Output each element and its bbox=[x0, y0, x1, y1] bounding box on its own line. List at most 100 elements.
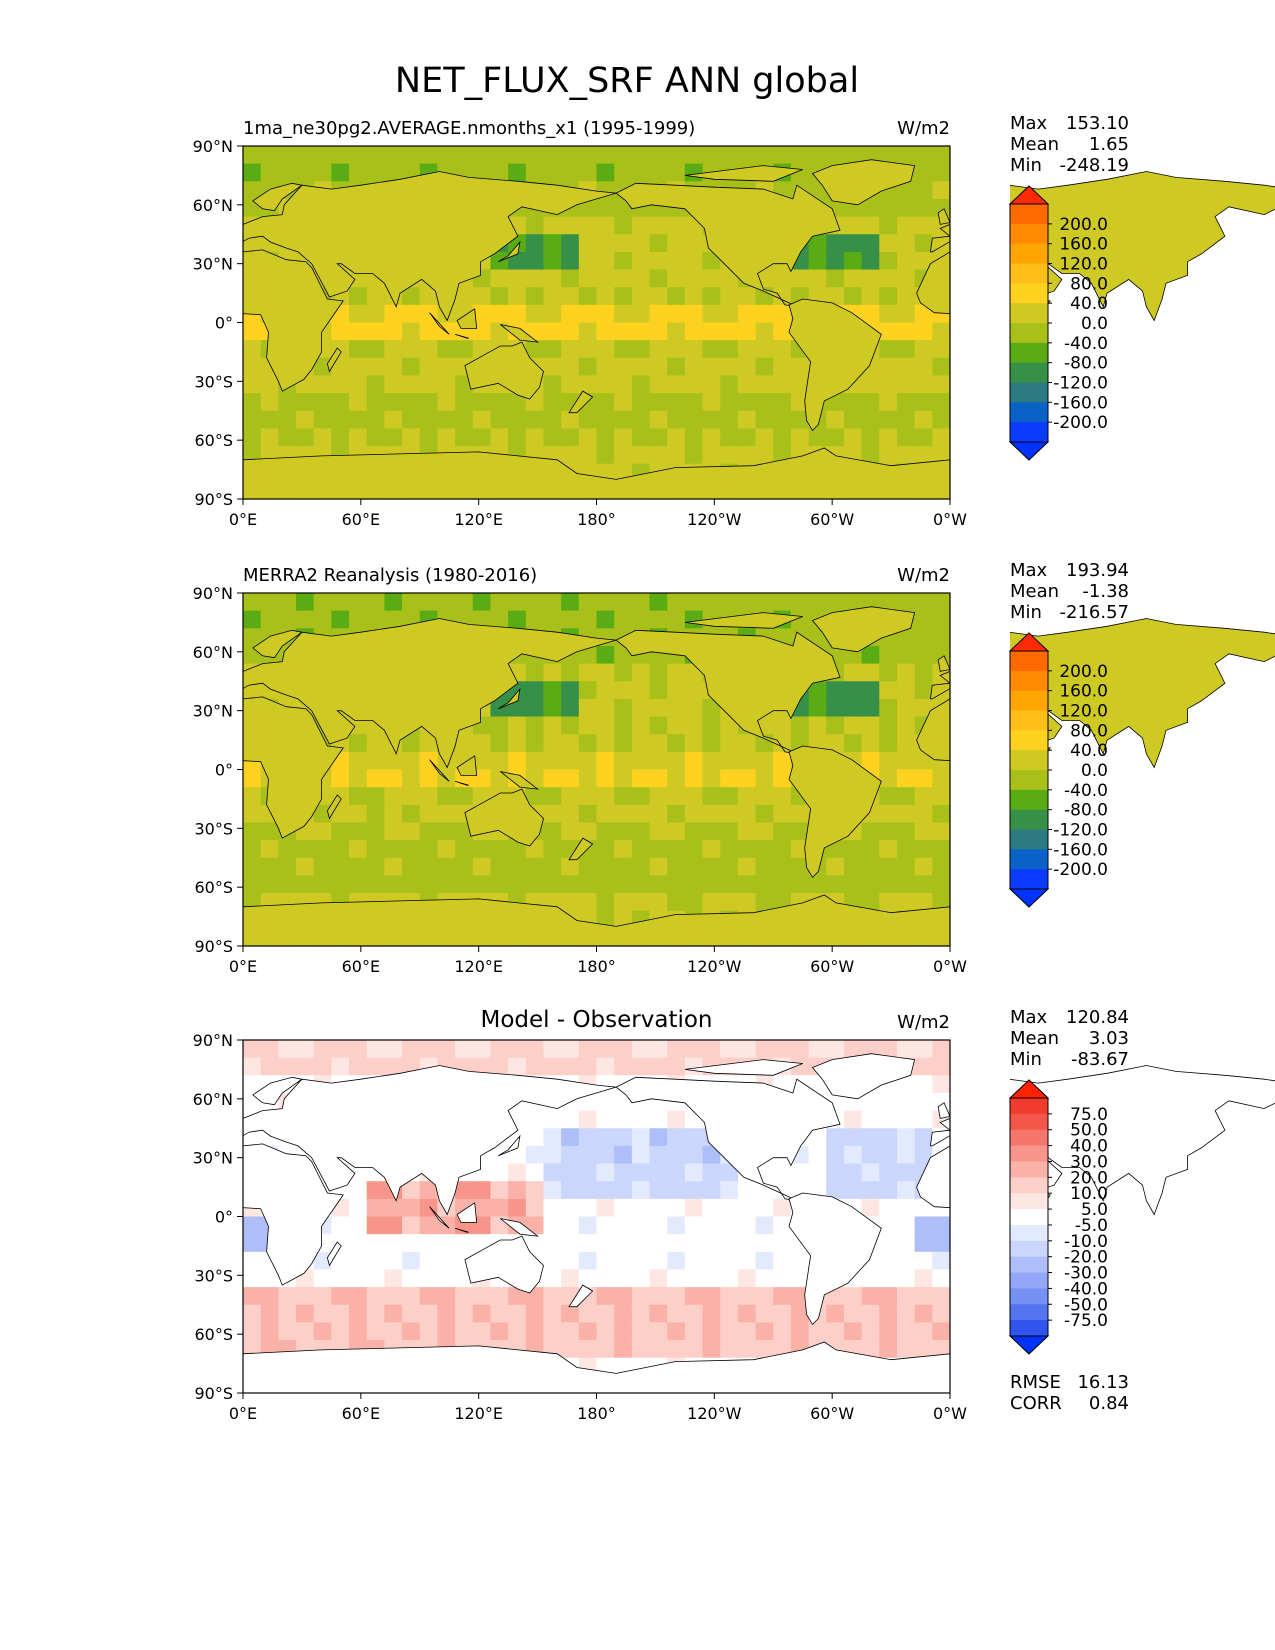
field-cell bbox=[896, 1110, 916, 1129]
field-cell bbox=[490, 593, 509, 612]
field-cell bbox=[843, 663, 863, 682]
field-cell bbox=[932, 857, 951, 876]
field-cell bbox=[649, 593, 668, 612]
field-cell bbox=[366, 1287, 385, 1306]
field-cell bbox=[649, 287, 668, 306]
field-cell bbox=[702, 1234, 721, 1253]
field-cell bbox=[702, 1145, 721, 1165]
field-cell bbox=[455, 410, 474, 429]
field-cell bbox=[578, 681, 598, 700]
field-cell bbox=[896, 1322, 916, 1341]
field-cell bbox=[578, 822, 598, 841]
field-cell bbox=[914, 1040, 933, 1059]
field-cell bbox=[649, 787, 668, 806]
y-tick-label: 30°N bbox=[193, 1149, 233, 1168]
colorbar-swatch bbox=[1010, 750, 1048, 771]
field-cell bbox=[614, 804, 633, 824]
field-cell bbox=[578, 787, 598, 806]
field-cell bbox=[720, 1304, 739, 1323]
field-cell bbox=[561, 410, 580, 429]
field-cell bbox=[578, 1304, 598, 1323]
field-cell bbox=[667, 716, 686, 735]
field-cell bbox=[896, 734, 916, 753]
land-mass bbox=[568, 1284, 594, 1308]
field-cell bbox=[614, 146, 633, 165]
field-cell bbox=[667, 787, 686, 806]
field-cell bbox=[631, 751, 651, 771]
land-mass bbox=[615, 1076, 841, 1202]
field-cell bbox=[596, 287, 615, 306]
field-cell bbox=[773, 287, 792, 306]
field-cell bbox=[737, 1216, 757, 1235]
field-cell bbox=[790, 1251, 810, 1271]
field-cell bbox=[243, 181, 262, 200]
field-cell bbox=[667, 1322, 686, 1341]
field-cell bbox=[861, 1181, 880, 1200]
field-cell bbox=[737, 146, 757, 165]
field-cell bbox=[313, 822, 332, 841]
field-cell bbox=[896, 1198, 916, 1218]
map-panel-3: 0°E 60°E 120°E 180° 120°W 60°W 0°W90°N60°N30°N… bbox=[183, 1007, 1275, 1423]
field-cell bbox=[737, 322, 757, 341]
field-cell bbox=[296, 428, 315, 447]
field-cell bbox=[349, 716, 368, 735]
field-cell bbox=[702, 446, 721, 465]
field-cell bbox=[455, 287, 474, 306]
field-cell bbox=[737, 1287, 757, 1306]
colorbar-swatch bbox=[1010, 402, 1048, 423]
units-label: W/m2 bbox=[897, 118, 950, 139]
field-cell bbox=[402, 1181, 421, 1200]
field-cell bbox=[649, 410, 668, 429]
field-cell bbox=[561, 1145, 580, 1165]
field-cell bbox=[508, 610, 527, 629]
colorbar-swatch bbox=[1010, 1209, 1048, 1226]
field-cell bbox=[667, 593, 686, 612]
field-cell bbox=[525, 681, 545, 700]
y-tick-label: 0° bbox=[215, 1208, 233, 1227]
field-cell bbox=[914, 628, 933, 647]
field-cell bbox=[684, 1234, 704, 1253]
field-cell bbox=[684, 610, 704, 629]
field-cell bbox=[879, 593, 898, 612]
field-cell bbox=[896, 681, 916, 700]
x-tick-label: 0°E bbox=[229, 957, 257, 976]
field-cell bbox=[896, 269, 916, 288]
field-cell bbox=[384, 1304, 403, 1323]
land-mass bbox=[788, 298, 882, 432]
field-cell bbox=[914, 1216, 933, 1235]
field-cell bbox=[914, 769, 933, 788]
field-cell bbox=[543, 716, 562, 735]
field-cell bbox=[702, 716, 721, 735]
field-cell bbox=[896, 1040, 916, 1059]
field-cell bbox=[472, 610, 492, 629]
field-cell bbox=[313, 1304, 332, 1323]
field-cell bbox=[419, 1269, 439, 1288]
field-cell bbox=[879, 428, 898, 447]
field-cell bbox=[879, 645, 898, 665]
field-cell bbox=[614, 1145, 633, 1165]
field-cell bbox=[879, 1234, 898, 1253]
field-cell bbox=[525, 1234, 545, 1253]
field-cell bbox=[684, 1040, 704, 1059]
field-cell bbox=[843, 875, 863, 894]
field-cell bbox=[755, 769, 774, 788]
extra-stat-label: CORR bbox=[1010, 1393, 1062, 1414]
field-cell bbox=[384, 1198, 403, 1218]
field-cell bbox=[896, 287, 916, 306]
field-cell bbox=[313, 1057, 332, 1076]
field-cell bbox=[755, 840, 774, 859]
field-cell bbox=[366, 340, 385, 359]
field-cell bbox=[843, 287, 863, 306]
field-cell bbox=[614, 822, 633, 841]
field-cell bbox=[773, 787, 792, 806]
field-cell bbox=[667, 234, 686, 253]
field-cell bbox=[331, 593, 350, 612]
field-cell bbox=[631, 446, 651, 465]
field-cell bbox=[508, 304, 527, 324]
field-cell bbox=[260, 375, 279, 394]
field-cell bbox=[649, 769, 668, 788]
field-cell bbox=[561, 857, 580, 876]
field-cell bbox=[720, 269, 739, 288]
field-cell bbox=[472, 769, 492, 788]
field-cell bbox=[243, 1234, 262, 1253]
